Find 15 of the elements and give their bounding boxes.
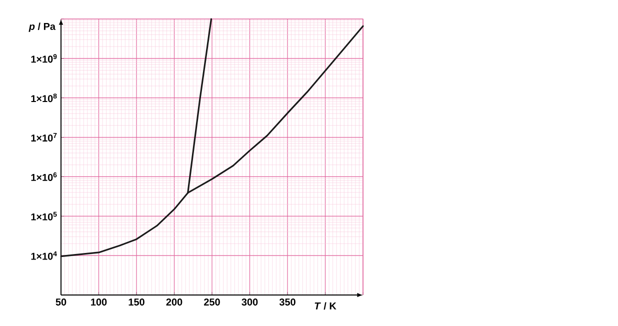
- x-tick-label: 100: [91, 298, 107, 306]
- x-axis-title: T / K: [314, 302, 336, 310]
- y-tick-label: 1×10$^{9}$: [31, 54, 57, 63]
- x-tick-label: 200: [166, 298, 182, 306]
- y-tick-label: 1×10$^{7}$: [31, 133, 57, 142]
- y-tick-label: 1×10$^{5}$: [31, 212, 57, 220]
- x-tick-label: 300: [242, 298, 258, 306]
- y-tick-label: 1×10$^{6}$: [31, 172, 57, 181]
- x-tick-label: 250: [204, 298, 220, 306]
- y-axis-title: p / Pa: [28, 22, 56, 32]
- y-tick-label: 1×10$^{8}$: [31, 94, 57, 102]
- x-tick-label: 350: [279, 298, 296, 306]
- x-tick-label: 50: [56, 298, 66, 306]
- y-tick-label: 1×10$^{4}$: [31, 251, 57, 260]
- x-tick-label: 150: [128, 298, 144, 306]
